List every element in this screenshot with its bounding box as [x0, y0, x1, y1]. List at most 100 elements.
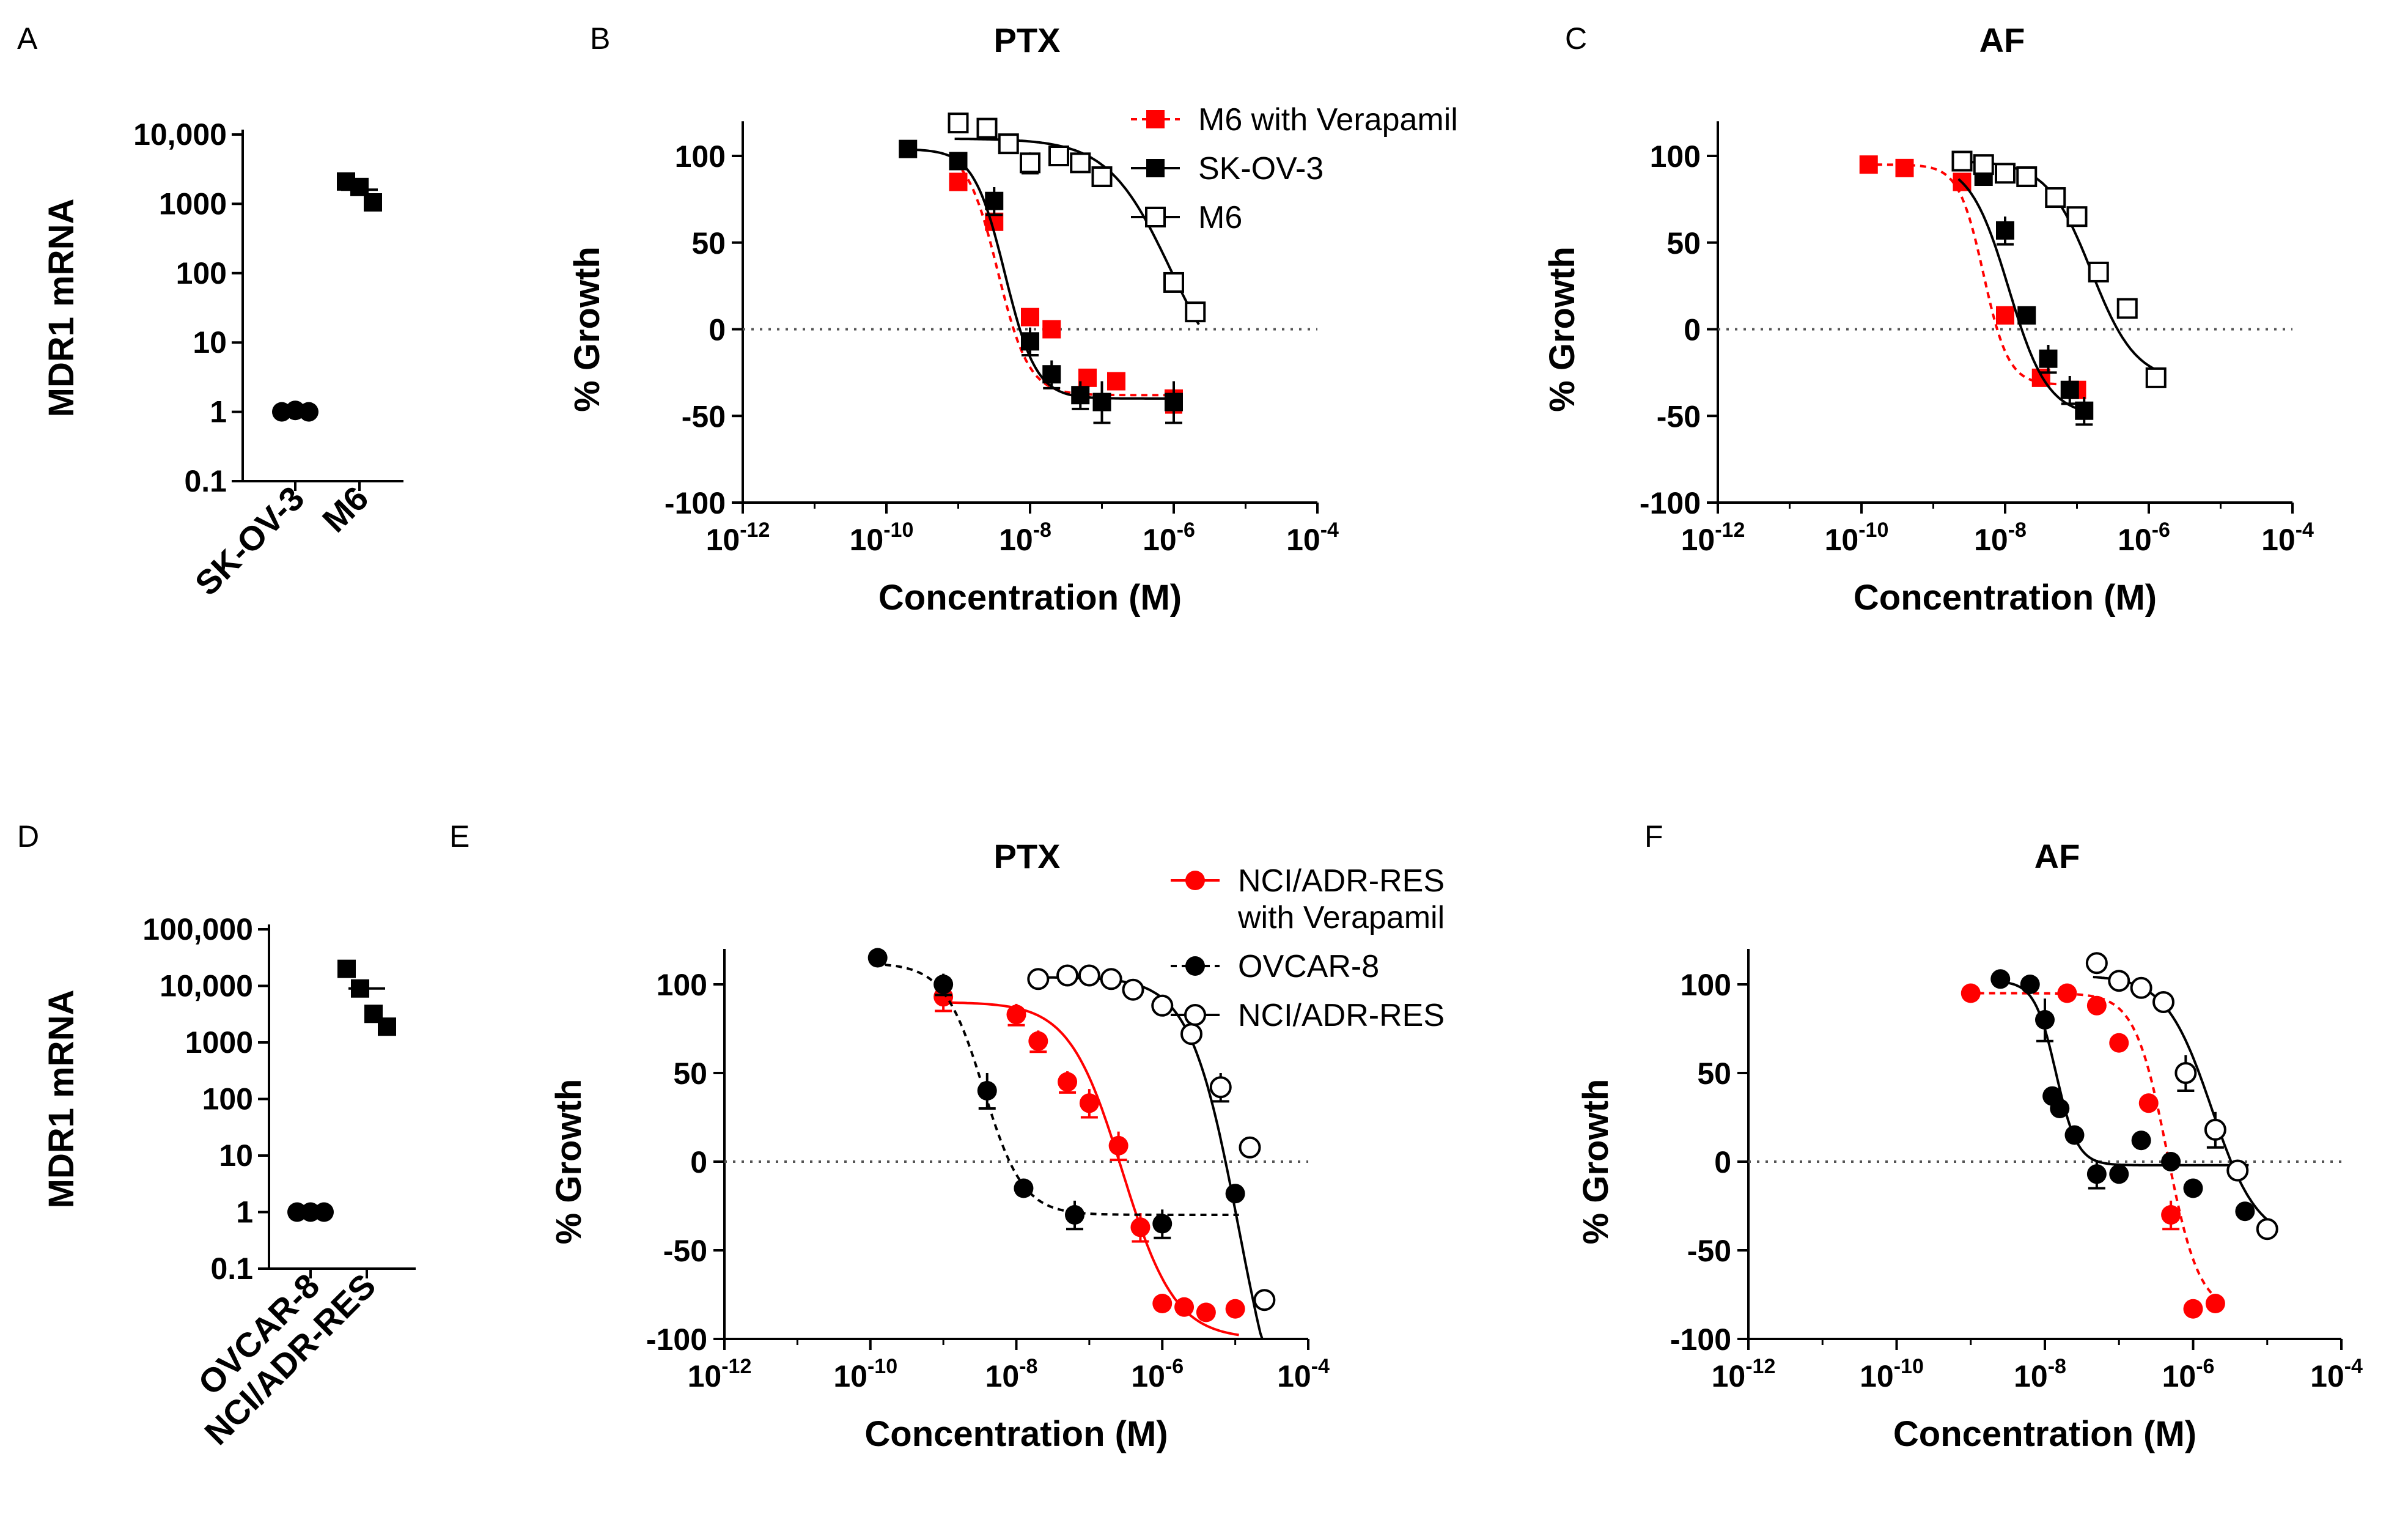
- point-marker: [2020, 975, 2040, 994]
- x-tick-label: 10-10: [850, 518, 914, 557]
- x-tick-exponent: -4: [2296, 518, 2314, 542]
- y-tick-label: 100,000: [142, 912, 253, 946]
- point-marker: [976, 117, 998, 139]
- point-marker: [867, 948, 888, 968]
- data-point: [2088, 261, 2109, 282]
- data-point: [1065, 1200, 1084, 1231]
- legend-label: SK-OV-3: [1198, 151, 1324, 186]
- data-point: [1042, 320, 1061, 339]
- point-marker: [1092, 393, 1111, 411]
- point-marker: [2226, 1159, 2249, 1182]
- data-point: [1021, 308, 1039, 326]
- point-marker: [1027, 968, 1050, 990]
- legend-marker: [1184, 1004, 1206, 1026]
- x-tick-label: 10-12: [706, 518, 770, 557]
- point-marker: [998, 133, 1019, 155]
- y-axis-label: MDR1 mRNA: [42, 199, 81, 418]
- data-point: [1130, 1213, 1151, 1243]
- point-marker: [2060, 380, 2079, 399]
- data-point: [1996, 306, 2014, 325]
- y-axis-label: MDR1 mRNA: [42, 990, 81, 1209]
- legend-marker: [1185, 956, 1205, 976]
- data-point: [1180, 1023, 1202, 1045]
- point-marker: [364, 193, 382, 212]
- x-tick-base: 10: [1974, 523, 2008, 557]
- panel-letter: A: [17, 21, 38, 56]
- x-tick-label: 10-10: [1860, 1355, 1924, 1393]
- data-point: [1196, 1302, 1216, 1322]
- x-tick-exponent: -8: [1019, 1355, 1037, 1378]
- point-marker: [1042, 365, 1061, 384]
- x-tick-base: 10: [833, 1359, 867, 1393]
- point-marker: [1995, 163, 2016, 184]
- data-point: [1100, 968, 1122, 990]
- point-marker: [1079, 1093, 1099, 1113]
- fit-curve: [1034, 976, 1268, 1340]
- x-tick-base: 10: [999, 523, 1033, 557]
- point-marker: [2017, 306, 2036, 325]
- point-marker: [1107, 372, 1125, 391]
- point-marker: [2174, 1062, 2197, 1084]
- point-marker: [2161, 1205, 2181, 1225]
- x-tick-exponent: -10: [867, 1355, 897, 1378]
- legend-item: M6: [1131, 200, 1242, 235]
- y-tick-label: 0.1: [210, 1252, 253, 1286]
- x-tick-label: 10-10: [833, 1355, 897, 1393]
- legend-item: OVCAR-8: [1171, 949, 1379, 984]
- series: [2085, 952, 2278, 1241]
- data-point: [2205, 1294, 2225, 1313]
- panel-letter: F: [1644, 819, 1663, 854]
- point-marker: [1006, 1005, 1026, 1025]
- x-tick-base: 10: [1277, 1359, 1311, 1393]
- point-marker: [1859, 155, 1878, 174]
- x-axis-label: Concentration (M): [1893, 1414, 2196, 1454]
- data-point: [1895, 158, 1914, 177]
- point-marker: [1996, 221, 2014, 240]
- x-axis-label: Concentration (M): [864, 1414, 1168, 1454]
- x-tick-label: 10-4: [2261, 518, 2314, 557]
- legend-label: NCI/ADR-RES: [1238, 863, 1445, 899]
- data-point: [1028, 1030, 1048, 1053]
- chart-title: AF: [2034, 837, 2080, 876]
- y-tick-label: -50: [1657, 399, 1701, 433]
- data-point: [2183, 1178, 2203, 1198]
- point-marker: [1020, 152, 1040, 174]
- point-marker: [2088, 261, 2109, 282]
- point-marker: [2109, 1164, 2129, 1184]
- data-point: [1174, 1297, 1195, 1317]
- data-point: [1056, 964, 1079, 987]
- data-point: [2108, 970, 2130, 992]
- fit-curve: [874, 962, 1239, 1216]
- point-marker: [1239, 1136, 1261, 1159]
- point-marker: [2109, 1033, 2129, 1053]
- point-marker: [2066, 206, 2088, 227]
- data-point: [1006, 1003, 1026, 1027]
- fit-curve: [940, 1001, 1239, 1337]
- point-marker: [985, 191, 1004, 210]
- x-tick-exponent: -12: [1715, 518, 1745, 542]
- fit-curve: [2093, 976, 2272, 1224]
- point-marker: [2057, 983, 2077, 1003]
- y-tick-label: 10,000: [133, 117, 227, 152]
- data-point: [1253, 1289, 1276, 1311]
- data-point: [2086, 1160, 2107, 1190]
- fit-curve: [954, 161, 1177, 397]
- point-marker: [337, 959, 356, 978]
- x-tick-label: 10-8: [2014, 1355, 2066, 1393]
- series: [1961, 983, 2225, 1319]
- legend-item: NCI/ADR-RES: [1171, 998, 1445, 1033]
- data-point: [1990, 969, 2011, 989]
- point-marker: [1122, 978, 1144, 1001]
- series: [867, 948, 1245, 1239]
- panel-letter: C: [1565, 21, 1587, 56]
- y-tick-label: 100: [1681, 968, 1731, 1002]
- point-marker: [1209, 1076, 1232, 1099]
- y-axis-label: % Growth: [1576, 1079, 1616, 1245]
- x-tick-exponent: -4: [2344, 1355, 2363, 1378]
- point-marker: [2145, 367, 2167, 388]
- y-tick-label: 50: [1697, 1056, 1731, 1091]
- data-point: [1020, 152, 1040, 175]
- data-point: [2116, 298, 2138, 319]
- legend: M6 with Verapamil SK-OV-3 M6: [1131, 102, 1458, 235]
